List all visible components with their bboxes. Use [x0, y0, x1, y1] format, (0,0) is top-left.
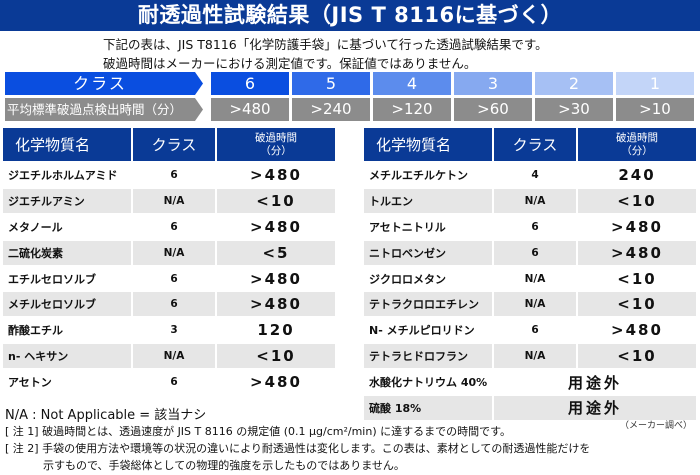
right-results-table: 化学物質名 クラス 破過時間 （分） メチルエチルケトン 4 240 トルエン N/A <… [364, 128, 698, 422]
class-cell-4: 4 [373, 72, 451, 95]
time-cell-3: >60 [454, 98, 532, 121]
class-cell-2: 2 [535, 72, 613, 95]
header-breakthrough-time: 破過時間 （分） [217, 128, 337, 163]
time-cell-1: >10 [616, 98, 694, 121]
class-cell-5: 5 [292, 72, 370, 95]
table-row: 硫酸 18% 用途外 [364, 396, 698, 422]
table-row: テトラヒドロフラン N/A <10 [364, 344, 698, 371]
table-row: メチルセロソルブ 6 >480 [3, 292, 337, 319]
class-cell-6: 6 [211, 72, 289, 95]
table-row: ジエチルホルムアミド 6 >480 [3, 163, 337, 189]
page-title: 耐透過性試験結果（JIS T 8116に基づく） [0, 0, 700, 31]
table-row: メチルエチルケトン 4 240 [364, 163, 698, 189]
note-2-line-2: 示すもので、手袋総体としての物理的強度を示したものではありません。 [43, 459, 405, 472]
table-row: ジエチルアミン N/A <10 [3, 188, 337, 215]
time-cell-5: >240 [292, 98, 370, 121]
table-row: テトラクロロエチレン N/A <10 [364, 292, 698, 319]
table-row: ジクロロメタン N/A <10 [364, 266, 698, 293]
table-row: N- メチルピロリドン 6 >480 [364, 318, 698, 345]
header-chemical-name: 化学物質名 [3, 128, 133, 163]
left-results-table: 化学物質名 クラス 破過時間 （分） ジエチルホルムアミド 6 >480 ジエチルアミ… [3, 128, 337, 397]
table-row: アセトン 6 >480 [3, 370, 337, 397]
table-row: エチルセロソルブ 6 >480 [3, 266, 337, 293]
table-row: n- ヘキサン N/A <10 [3, 344, 337, 371]
table-row: 酢酸エチル 3 120 [3, 318, 337, 345]
intro-line-1: 下記の表は、JIS T8116「化学防護手袋」に基づいて行った透過試験結果です。 [103, 37, 548, 52]
na-legend: N/A : Not Applicable = 該当ナシ [5, 408, 207, 423]
table-header-row: 化学物質名 クラス 破過時間 （分） [3, 128, 337, 163]
class-scale-row: クラス 6 5 4 3 2 1 [5, 72, 695, 95]
table-row: アセトニトリル 6 >480 [364, 214, 698, 241]
header-class: クラス [133, 128, 217, 163]
class-cell-1: 1 [616, 72, 694, 95]
class-label: クラス [5, 72, 203, 95]
table-row: トルエン N/A <10 [364, 188, 698, 215]
time-label: 平均標準破過点検出時間（分） [5, 98, 203, 121]
time-cell-6: >480 [211, 98, 289, 121]
note-2-line-1: [ 注 2] 手袋の使用方法や環境等の状況の違いにより耐透過性は変化します。この… [5, 442, 591, 455]
time-cell-4: >120 [373, 98, 451, 121]
table-row: 水酸化ナトリウム 40% 用途外 [364, 370, 698, 397]
intro-text: 下記の表は、JIS T8116「化学防護手袋」に基づいて行った透過試験結果です。… [103, 35, 548, 73]
footnotes: [ 注 1] 破過時間とは、透過速度が JIS T 8116 の規定値 (0.1… [5, 423, 590, 474]
intro-line-2: 破過時間はメーカーにおける測定値です。保証値ではありません。 [103, 56, 477, 71]
time-scale-row: 平均標準破過点検出時間（分） >480 >240 >120 >60 >30 >1… [5, 98, 695, 121]
table-header-row: 化学物質名 クラス 破過時間 （分） [364, 128, 698, 163]
header-class: クラス [494, 128, 578, 163]
time-cell-2: >30 [535, 98, 613, 121]
table-row: メタノール 6 >480 [3, 214, 337, 241]
note-1: [ 注 1] 破過時間とは、透過速度が JIS T 8116 の規定値 (0.1… [5, 425, 512, 438]
header-breakthrough-time: 破過時間 （分） [578, 128, 698, 163]
class-cell-3: 3 [454, 72, 532, 95]
table-row: ニトロベンゼン 6 >480 [364, 240, 698, 267]
source-note: （メーカー調べ） [619, 421, 692, 431]
header-chemical-name: 化学物質名 [364, 128, 494, 163]
table-row: 二硫化炭素 N/A <5 [3, 240, 337, 267]
